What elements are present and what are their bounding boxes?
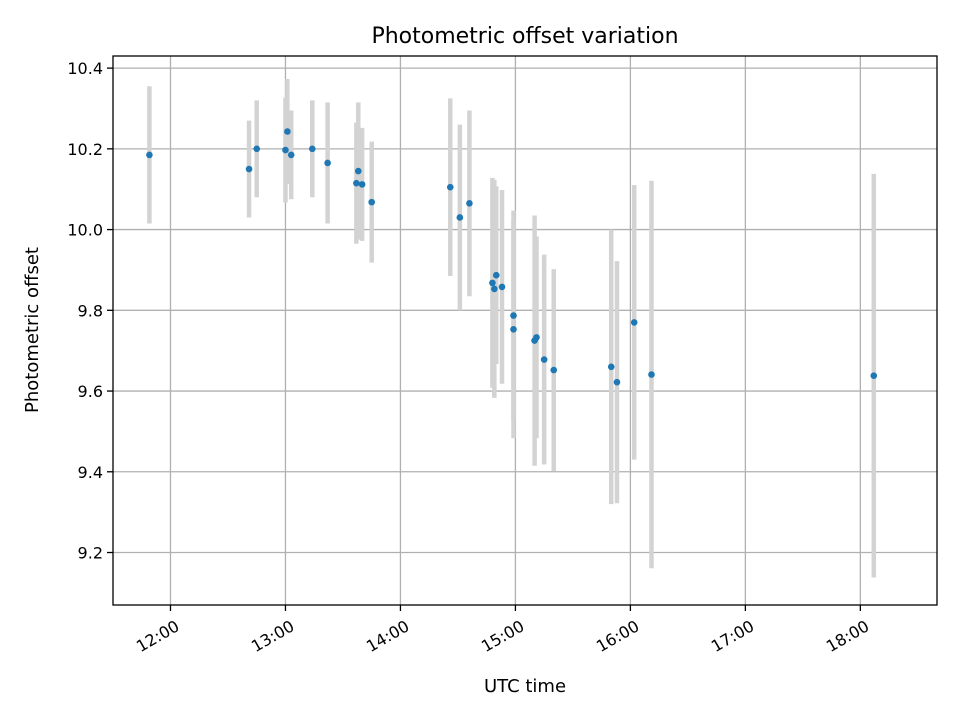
data-point (245, 165, 253, 173)
data-point (510, 325, 517, 333)
data-point (630, 319, 638, 326)
data-point (146, 151, 153, 159)
data-point (308, 145, 316, 153)
data-point (368, 198, 375, 206)
y-tick-label: 10.0 (67, 221, 103, 240)
plot-area-frame (112, 55, 938, 606)
data-point (492, 271, 500, 279)
data-point (540, 356, 548, 363)
data-point (550, 366, 558, 374)
y-axis-ticks: 9.2 9.4 9.6 9.8 10.0 10.2 10.4 (67, 59, 113, 563)
y-tick-label: 9.8 (78, 301, 103, 320)
data-point (284, 128, 291, 135)
y-axis-label: Photometric offset (22, 247, 43, 413)
data-point (613, 378, 621, 386)
data-point (354, 167, 362, 175)
data-point (533, 334, 540, 341)
data-point (282, 146, 289, 154)
grid (113, 56, 937, 605)
data-point (489, 279, 496, 287)
data-points (146, 128, 878, 386)
data-point (498, 283, 506, 291)
data-point (287, 151, 295, 159)
data-point (870, 372, 878, 380)
y-tick-label: 9.6 (78, 382, 103, 401)
data-point (456, 214, 464, 221)
data-point (353, 179, 360, 187)
chart-title: Photometric offset variation (371, 24, 678, 49)
y-tick-label: 10.4 (67, 59, 103, 78)
data-point (491, 285, 498, 293)
data-point (510, 312, 517, 319)
data-point (648, 371, 655, 378)
x-axis-label: UTC time (484, 676, 566, 697)
data-point (253, 145, 261, 153)
data-point (446, 183, 454, 191)
data-point (607, 363, 615, 371)
y-tick-label: 9.4 (78, 463, 103, 482)
y-tick-label: 9.2 (78, 544, 103, 563)
y-tick-label: 10.2 (67, 140, 103, 159)
data-point (324, 159, 331, 167)
data-point (466, 200, 473, 207)
data-point (358, 181, 366, 188)
